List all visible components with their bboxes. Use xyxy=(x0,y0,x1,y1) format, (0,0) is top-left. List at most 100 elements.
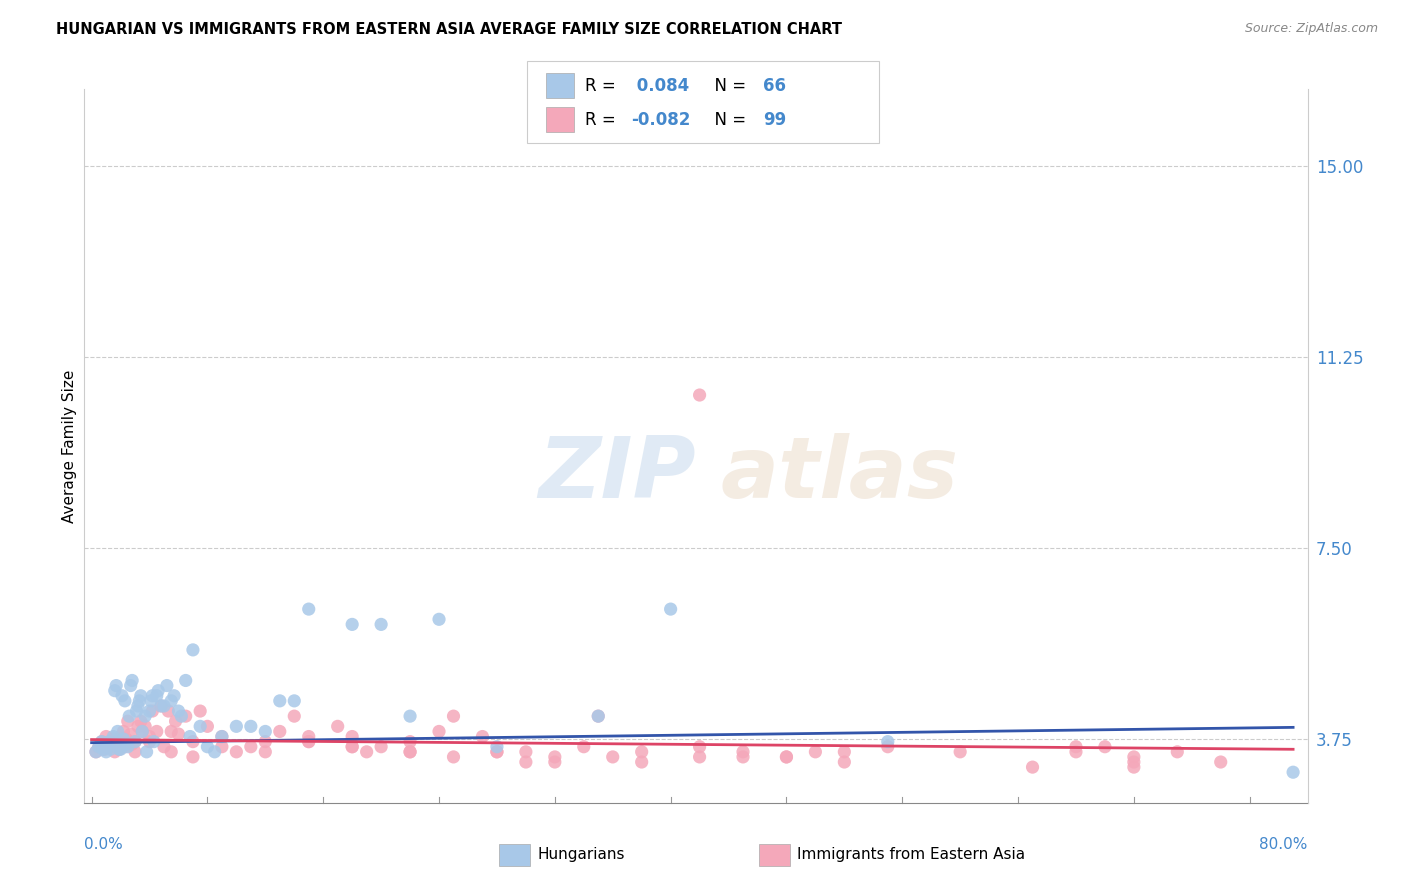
Point xyxy=(399,709,422,723)
Point xyxy=(150,698,173,713)
Point xyxy=(127,698,149,713)
Point xyxy=(443,709,465,723)
Point xyxy=(107,724,129,739)
Point xyxy=(340,617,363,632)
Point xyxy=(254,734,277,748)
Point xyxy=(150,698,173,713)
Point xyxy=(254,724,277,739)
Point xyxy=(775,750,797,764)
Point xyxy=(87,739,110,754)
Point xyxy=(107,739,129,754)
Point xyxy=(124,745,146,759)
Point xyxy=(515,745,537,759)
Point xyxy=(145,724,167,739)
Point xyxy=(298,734,321,748)
Point xyxy=(370,617,392,632)
Point xyxy=(90,734,112,748)
Text: Immigrants from Eastern Asia: Immigrants from Eastern Asia xyxy=(797,847,1025,862)
Point xyxy=(239,719,262,733)
Point xyxy=(100,739,122,754)
Point xyxy=(131,724,153,739)
Point xyxy=(145,689,167,703)
Point xyxy=(876,734,898,748)
Point xyxy=(108,742,131,756)
Point xyxy=(115,732,138,747)
Point xyxy=(588,709,610,723)
Point xyxy=(157,704,180,718)
Point xyxy=(98,737,121,751)
Point xyxy=(188,719,211,733)
Point xyxy=(181,734,204,748)
Point xyxy=(181,750,204,764)
Point xyxy=(775,750,797,764)
Point xyxy=(131,724,153,739)
Point xyxy=(118,709,141,723)
Point xyxy=(135,745,157,759)
Point xyxy=(160,694,183,708)
Point xyxy=(87,739,110,754)
Point xyxy=(120,679,142,693)
Point xyxy=(139,694,162,708)
Point xyxy=(298,734,321,748)
Point xyxy=(170,709,193,723)
Point xyxy=(804,745,827,759)
Point xyxy=(485,745,508,759)
Point xyxy=(127,719,149,733)
Point xyxy=(163,689,186,703)
Point xyxy=(1064,739,1087,754)
Point xyxy=(427,724,450,739)
Point xyxy=(485,739,508,754)
Point xyxy=(949,745,972,759)
Point xyxy=(254,745,277,759)
Point xyxy=(94,730,117,744)
Point xyxy=(1282,765,1305,780)
Point xyxy=(111,734,134,748)
Point xyxy=(110,730,132,744)
Text: 99: 99 xyxy=(763,111,787,129)
Point xyxy=(108,742,131,756)
Text: -0.082: -0.082 xyxy=(631,111,690,129)
Point xyxy=(112,732,135,747)
Text: ZIP: ZIP xyxy=(538,433,696,516)
Point xyxy=(179,730,201,744)
Point xyxy=(167,704,190,718)
Point xyxy=(115,737,138,751)
Y-axis label: Average Family Size: Average Family Size xyxy=(62,369,77,523)
Point xyxy=(471,730,494,744)
Point xyxy=(269,694,291,708)
Point xyxy=(105,734,128,748)
Point xyxy=(124,734,146,748)
Point xyxy=(148,683,170,698)
Point xyxy=(174,673,197,688)
Point xyxy=(326,719,349,733)
Point xyxy=(103,730,125,744)
Point xyxy=(96,739,118,754)
Point xyxy=(225,745,247,759)
Point xyxy=(1209,755,1232,769)
Point xyxy=(84,745,107,759)
Text: N =: N = xyxy=(704,111,752,129)
Point xyxy=(110,739,132,754)
Point xyxy=(399,734,422,748)
Text: HUNGARIAN VS IMMIGRANTS FROM EASTERN ASIA AVERAGE FAMILY SIZE CORRELATION CHART: HUNGARIAN VS IMMIGRANTS FROM EASTERN ASI… xyxy=(56,22,842,37)
Point xyxy=(90,734,112,748)
Point xyxy=(1021,760,1043,774)
Point xyxy=(117,714,139,729)
Point xyxy=(340,739,363,754)
Point xyxy=(1094,739,1116,754)
Point xyxy=(141,704,163,718)
Point xyxy=(731,745,754,759)
Point xyxy=(112,724,135,739)
Point xyxy=(129,689,152,703)
Point xyxy=(181,643,204,657)
Point xyxy=(174,709,197,723)
Point xyxy=(731,750,754,764)
Point xyxy=(138,730,160,744)
Point xyxy=(125,704,148,718)
Point xyxy=(104,683,127,698)
Point xyxy=(188,704,211,718)
Point xyxy=(1122,755,1144,769)
Point xyxy=(283,694,305,708)
Point xyxy=(114,694,136,708)
Point xyxy=(141,689,163,703)
